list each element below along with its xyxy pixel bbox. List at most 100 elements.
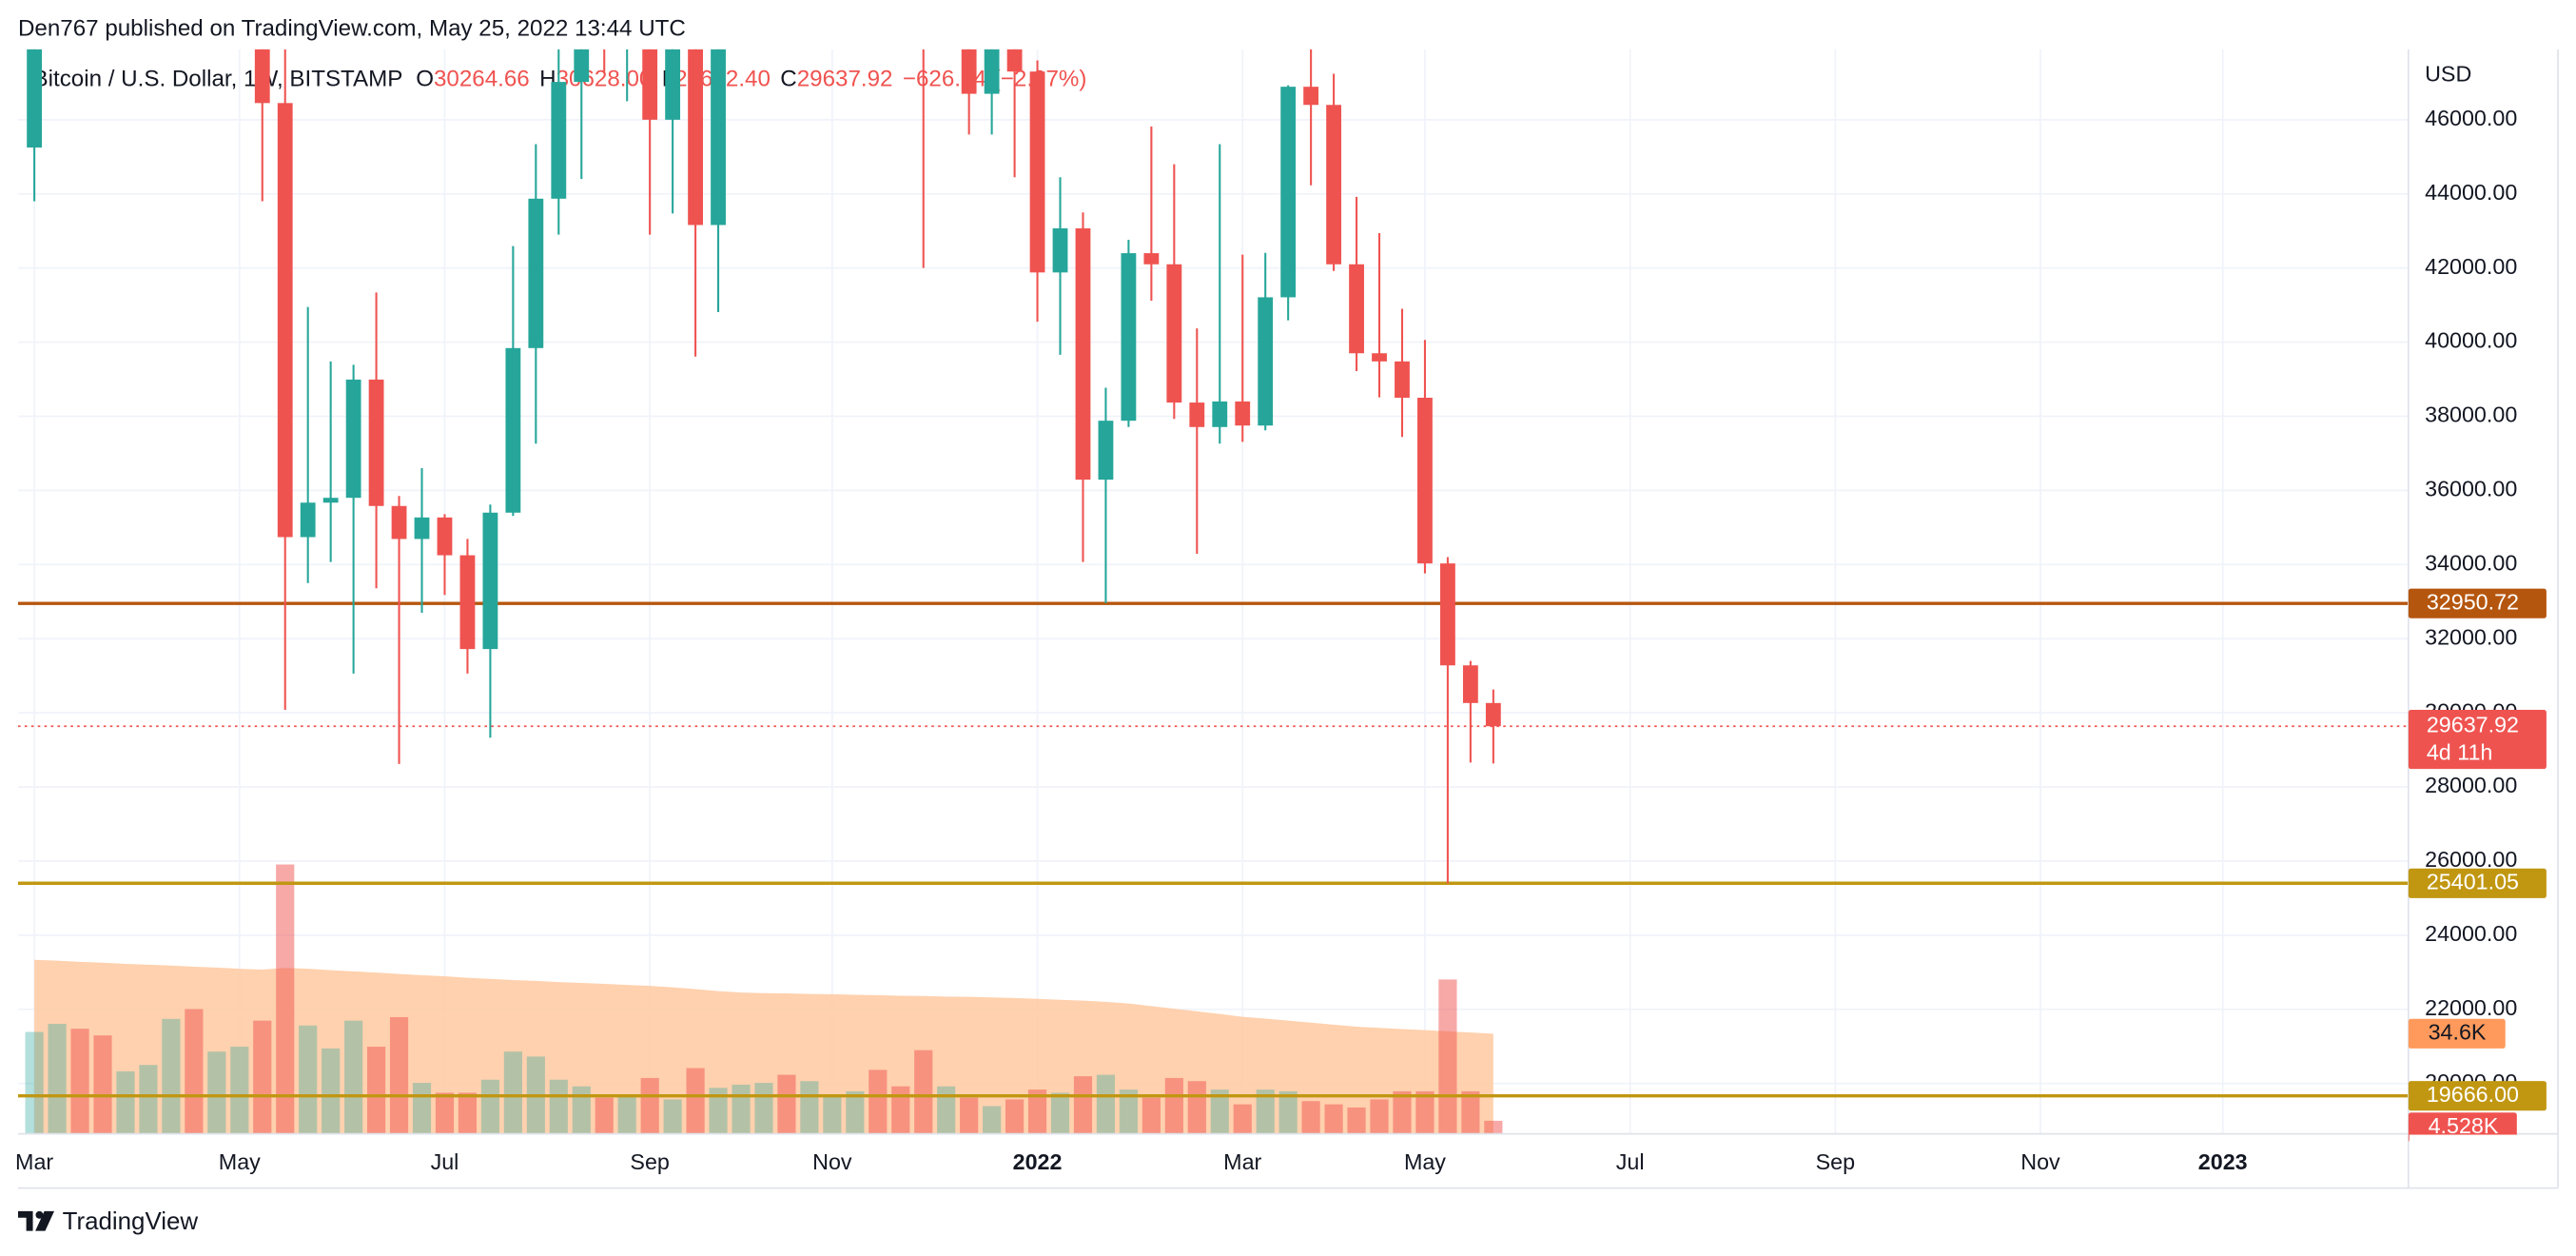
y-tick-label: 44000.00 bbox=[2425, 180, 2517, 205]
x-tick-label: May bbox=[219, 1149, 261, 1174]
volume-bar bbox=[572, 1086, 591, 1134]
candle-body bbox=[1235, 401, 1251, 426]
candle-body bbox=[1258, 297, 1274, 426]
volume-bar bbox=[1278, 1090, 1298, 1134]
volume-bar bbox=[70, 1029, 89, 1134]
volume-bar bbox=[549, 1079, 568, 1134]
plot-area bbox=[17, 49, 2409, 1134]
price-labels: 32950.72 25401.05 19666.00 29637.92 4d 11h 34… bbox=[2408, 588, 2558, 1151]
x-tick-label: Mar bbox=[15, 1149, 53, 1174]
candle-body bbox=[1189, 402, 1205, 427]
candle-body bbox=[345, 379, 361, 499]
volume-bar bbox=[1415, 1090, 1434, 1134]
volume-bar bbox=[732, 1084, 751, 1134]
y-tick-label: 32000.00 bbox=[2425, 624, 2517, 649]
level-label-box bbox=[2408, 588, 2547, 618]
candle-body bbox=[1121, 253, 1137, 422]
volume-bar bbox=[595, 1097, 614, 1134]
level-label-box bbox=[2408, 868, 2547, 898]
volume-bar bbox=[253, 1020, 272, 1134]
candle-body bbox=[368, 379, 384, 506]
candle-body bbox=[1029, 71, 1045, 273]
volume-bar bbox=[412, 1083, 432, 1134]
candle-body bbox=[551, 82, 567, 199]
candle-body bbox=[414, 517, 430, 540]
volume-bar bbox=[299, 1025, 318, 1134]
volume-ma-box bbox=[2408, 1018, 2506, 1049]
logo-part bbox=[35, 1210, 54, 1231]
volume-bar bbox=[344, 1020, 363, 1134]
volume-bar bbox=[617, 1094, 636, 1134]
candle-body bbox=[1143, 253, 1160, 265]
candle-body bbox=[277, 103, 293, 538]
volume-bar bbox=[389, 1016, 409, 1134]
volume-ma-label: 34.6K bbox=[2429, 1019, 2487, 1044]
logo-part bbox=[17, 1210, 33, 1231]
candle-body bbox=[1052, 227, 1068, 273]
volume-bar bbox=[983, 1106, 1002, 1134]
candle-body bbox=[505, 347, 521, 513]
level-label: 32950.72 bbox=[2427, 589, 2519, 614]
candle-body bbox=[322, 498, 339, 503]
x-tick-label: Jul bbox=[1616, 1149, 1645, 1174]
candle-body bbox=[254, 49, 270, 104]
legend-value: 29637.92 bbox=[797, 67, 893, 92]
volume-bar bbox=[207, 1051, 226, 1134]
volume-bar bbox=[48, 1023, 67, 1134]
candle-body bbox=[1303, 87, 1319, 106]
last-price-label: 29637.92 bbox=[2427, 712, 2519, 736]
publish-header: Den767 published on TradingView.com, May… bbox=[18, 15, 686, 41]
volume-bar bbox=[1347, 1107, 1366, 1134]
candle-body bbox=[642, 49, 658, 120]
y-tick-label: 22000.00 bbox=[2425, 995, 2517, 1020]
volume-bar bbox=[1256, 1089, 1275, 1134]
candle-body bbox=[1006, 49, 1023, 72]
volume-bar bbox=[914, 1050, 933, 1134]
x-tick-label: 2022 bbox=[1013, 1149, 1063, 1174]
candle-body bbox=[1417, 398, 1433, 564]
volume-bar bbox=[25, 1031, 44, 1134]
candle-body bbox=[665, 49, 681, 120]
volume-bar bbox=[276, 864, 295, 1134]
candle-body bbox=[1212, 401, 1228, 427]
legend-key: O bbox=[416, 67, 434, 92]
volume-bar bbox=[366, 1047, 386, 1134]
volume-bar bbox=[139, 1065, 158, 1134]
candle-body bbox=[574, 49, 590, 83]
volume-bar bbox=[93, 1035, 112, 1134]
level-label-box bbox=[2408, 1081, 2547, 1111]
volume-bar bbox=[823, 1094, 842, 1134]
countdown-label: 4d 11h bbox=[2427, 740, 2493, 765]
volume-bar bbox=[1370, 1099, 1389, 1134]
price-unit: USD bbox=[2425, 62, 2471, 87]
volume-bar bbox=[754, 1083, 773, 1134]
volume-bar bbox=[846, 1090, 865, 1134]
volume-bar bbox=[1073, 1076, 1093, 1134]
volume-bar bbox=[1142, 1097, 1161, 1134]
volume-label: 4.528K bbox=[2429, 1113, 2499, 1138]
volume-bar bbox=[1393, 1090, 1412, 1134]
volume-bar bbox=[458, 1092, 478, 1134]
volume-bar bbox=[777, 1074, 796, 1134]
volume-bar bbox=[435, 1092, 455, 1134]
x-tick-label: Mar bbox=[1223, 1149, 1261, 1174]
volume-bar bbox=[868, 1070, 888, 1134]
volume-bar bbox=[1233, 1104, 1252, 1134]
candle-body bbox=[482, 512, 498, 650]
x-tick-label: Sep bbox=[630, 1149, 669, 1174]
volume-bar bbox=[1461, 1090, 1480, 1134]
x-tick-label: Jul bbox=[431, 1149, 459, 1174]
candle-body bbox=[688, 49, 703, 226]
volume-bar bbox=[1301, 1101, 1320, 1134]
volume-bar bbox=[640, 1077, 659, 1134]
volume-bar bbox=[480, 1079, 499, 1134]
y-tick-label: 28000.00 bbox=[2425, 773, 2517, 797]
legend-key: C bbox=[780, 67, 796, 92]
candle-body bbox=[961, 49, 977, 94]
axes: USD 20000.0022000.0024000.0026000.002800… bbox=[15, 49, 2559, 1189]
volume-bar bbox=[960, 1097, 979, 1134]
logo-part bbox=[35, 1210, 44, 1219]
volume-bar bbox=[230, 1047, 249, 1134]
